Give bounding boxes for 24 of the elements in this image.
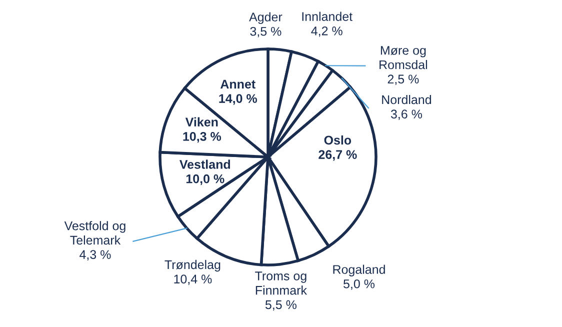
data-label: 14,0 % — [219, 94, 258, 105]
data-label: 3,5 % — [250, 26, 282, 38]
slice-label: Agder — [249, 12, 282, 24]
slice-label: Oslo — [324, 135, 352, 145]
slice-label: Vestland — [180, 160, 230, 169]
data-label: 10,4 % — [174, 274, 212, 285]
slice-label: Viken — [185, 117, 218, 126]
data-label: 4,2 % — [311, 26, 342, 37]
slice-label: Vestfold og Telemark — [64, 221, 126, 245]
slice-label: Nordland — [382, 94, 432, 104]
slice-label: Troms og Finnmark — [255, 272, 308, 295]
data-label: 2,5 % — [388, 74, 419, 86]
data-label: 3,6 % — [390, 110, 422, 120]
data-label: 5,5 % — [265, 300, 296, 311]
slice-label: Trøndelag — [164, 260, 220, 272]
data-label: 5,0 % — [344, 279, 375, 290]
slice-label: Møre og Romsdal — [380, 46, 428, 70]
slice-label: Rogaland — [333, 264, 385, 276]
data-label: 10,0 % — [186, 174, 224, 186]
data-label: 26,7 % — [318, 150, 357, 161]
data-label: 4,3 % — [80, 250, 111, 260]
data-label: 10,3 % — [183, 132, 222, 143]
slice-label: Annet — [220, 80, 256, 89]
slice-label: Innlandet — [302, 12, 352, 21]
